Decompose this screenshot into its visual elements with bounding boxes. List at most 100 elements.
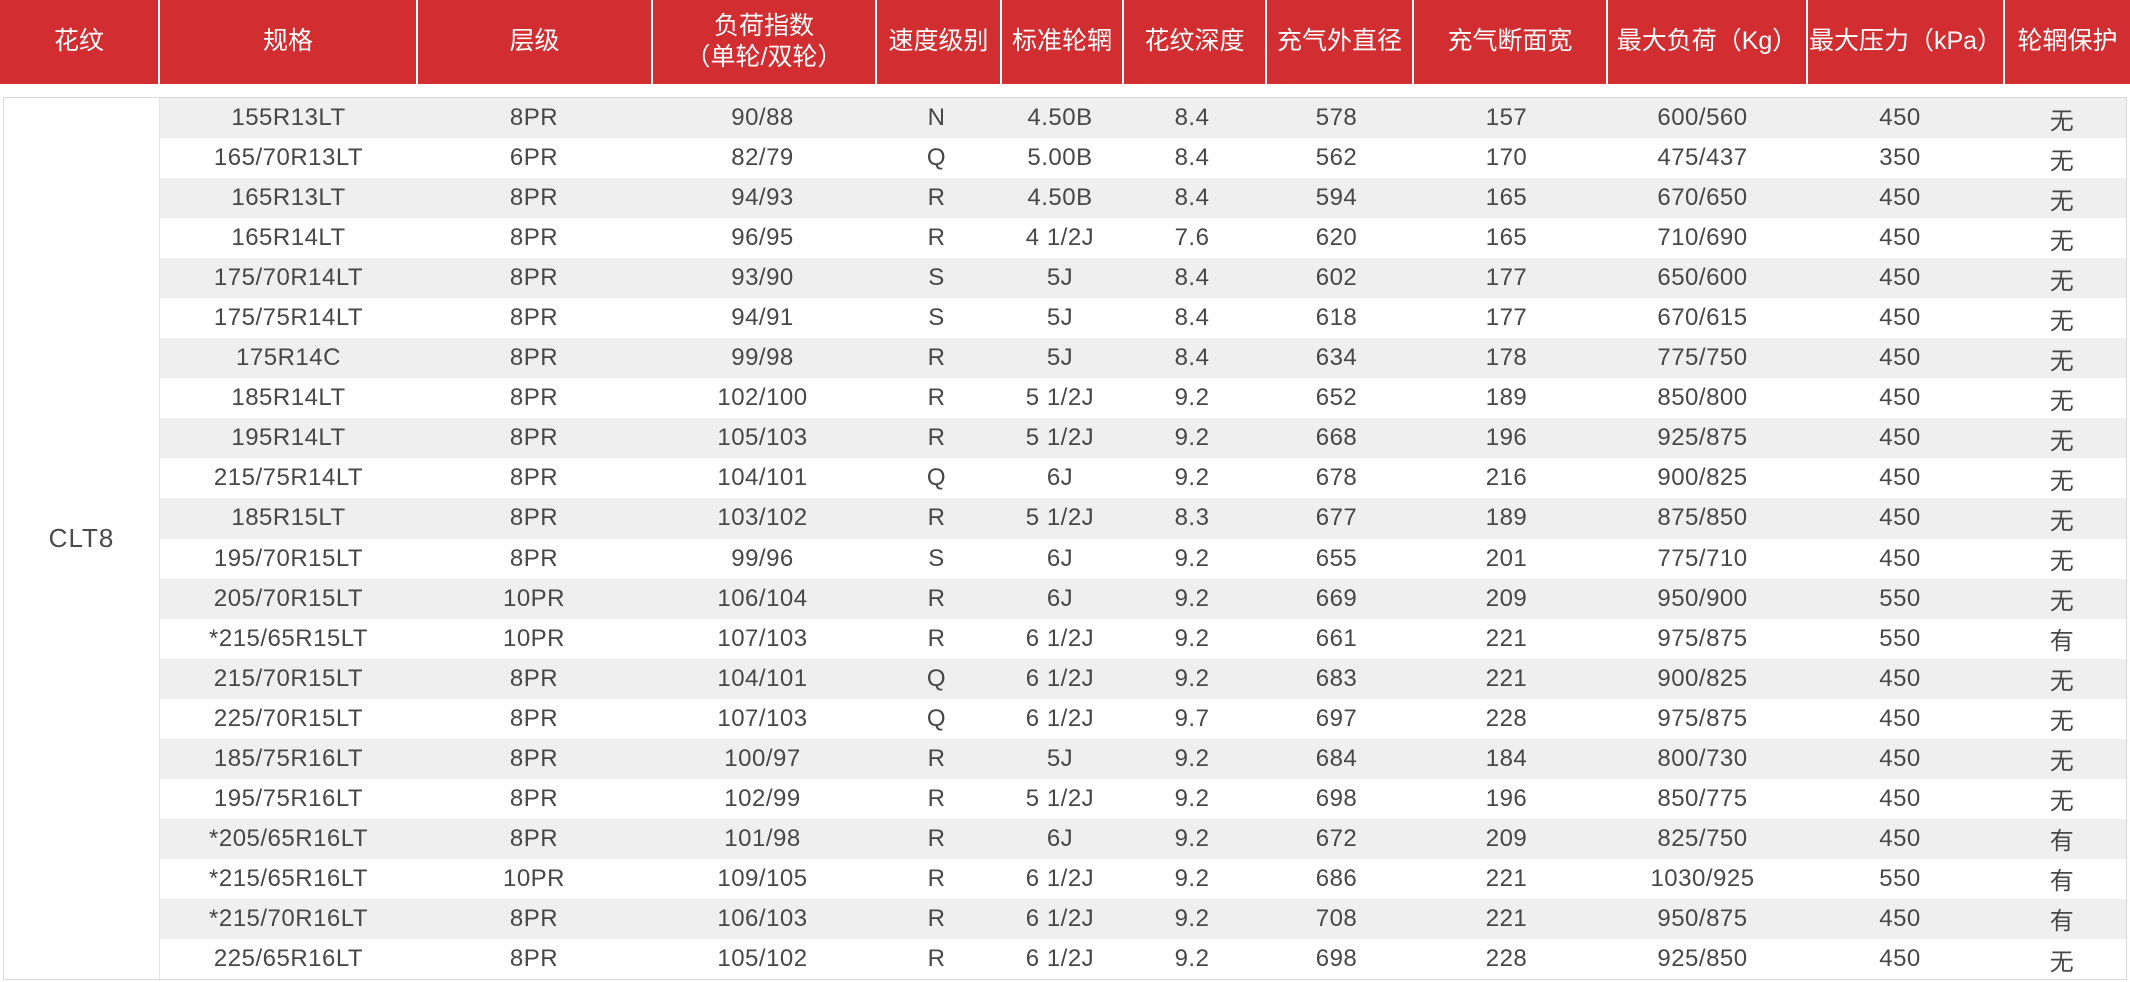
cell-depth: 9.2 xyxy=(1174,744,1210,772)
cell-max_pressure: 550 xyxy=(1879,584,1921,612)
cell-max_pressure: 450 xyxy=(1879,304,1921,332)
cell-spec: *215/70R16LT xyxy=(209,904,368,932)
cell-spec: 175R14C xyxy=(236,344,341,372)
cell-diameter: 594 xyxy=(1315,184,1358,212)
table-row: 165/70R13LT 6PR 82/79 Q 5.00B 8.4 562 170 475/43… xyxy=(160,138,2126,179)
cell-rim_protection: 无 xyxy=(2049,548,2075,576)
cell-section_width: 177 xyxy=(1485,304,1528,332)
cell-spec: 215/70R15LT xyxy=(213,664,364,692)
cell-ply: 10PR xyxy=(502,584,566,612)
cell-depth: 9.2 xyxy=(1174,824,1210,852)
cell-spec: 175/75R14LT xyxy=(213,304,364,332)
cell-rim: 6J xyxy=(1046,464,1074,492)
cell-diameter: 698 xyxy=(1315,784,1358,812)
header-ply: 层级 xyxy=(418,0,653,84)
cell-rim_protection: 无 xyxy=(2049,588,2075,616)
cell-spec: 225/65R16LT xyxy=(213,945,364,972)
cell-diameter: 578 xyxy=(1315,104,1358,132)
cell-max_load: 710/690 xyxy=(1657,224,1748,252)
cell-depth: 9.2 xyxy=(1174,584,1210,612)
cell-speed: R xyxy=(927,184,946,212)
cell-ply: 8PR xyxy=(509,744,559,772)
cell-spec: 195R14LT xyxy=(231,424,346,452)
cell-diameter: 661 xyxy=(1315,624,1358,652)
cell-load_index: 109/105 xyxy=(717,864,808,892)
cell-max_load: 925/850 xyxy=(1657,945,1748,972)
cell-rim_protection: 无 xyxy=(2049,227,2075,255)
cell-speed: Q xyxy=(926,704,947,732)
cell-depth: 9.2 xyxy=(1174,864,1210,892)
cell-diameter: 677 xyxy=(1315,504,1358,532)
cell-max_load: 925/875 xyxy=(1657,424,1748,452)
cell-section_width: 165 xyxy=(1485,184,1528,212)
cell-rim: 5J xyxy=(1046,264,1074,292)
cell-speed: S xyxy=(928,264,945,292)
cell-ply: 8PR xyxy=(509,544,559,572)
cell-speed: R xyxy=(927,784,946,812)
cell-load_index: 102/100 xyxy=(717,384,808,412)
cell-speed: Q xyxy=(926,464,947,492)
table-row: 175/70R14LT 8PR 93/90 S 5J 8.4 602 177 650/600 45… xyxy=(160,258,2126,299)
cell-ply: 8PR xyxy=(509,945,559,972)
table-row: 175R14C 8PR 99/98 R 5J 8.4 634 178 775/750 450 无 xyxy=(160,338,2126,379)
cell-rim: 6 1/2J xyxy=(1025,704,1095,732)
cell-ply: 8PR xyxy=(509,664,559,692)
cell-max_pressure: 450 xyxy=(1879,424,1921,452)
table-row: 185/75R16LT 8PR 100/97 R 5J 9.2 684 184 800/730 4… xyxy=(160,738,2126,779)
cell-load_index: 106/104 xyxy=(717,584,808,612)
cell-max_load: 850/775 xyxy=(1657,784,1748,812)
cell-speed: R xyxy=(927,824,946,852)
cell-max_load: 600/560 xyxy=(1657,104,1748,132)
cell-load_index: 99/96 xyxy=(731,544,794,572)
cell-spec: 185R14LT xyxy=(231,384,346,412)
cell-ply: 8PR xyxy=(509,464,559,492)
pattern-label: CLT8 xyxy=(48,523,115,553)
table-row: 215/70R15LT 8PR 104/101 Q 6 1/2J 9.2 683 221 900… xyxy=(160,658,2126,699)
cell-max_pressure: 450 xyxy=(1879,344,1921,372)
table-row: *215/65R16LT 10PR 109/105 R 6 1/2J 9.2 686 221 1… xyxy=(160,858,2126,899)
cell-rim: 5J xyxy=(1046,744,1074,772)
cell-spec: 225/70R15LT xyxy=(213,704,364,732)
cell-load_index: 100/97 xyxy=(724,744,801,772)
cell-depth: 9.2 xyxy=(1174,945,1210,972)
header-section-width: 充气断面宽 xyxy=(1414,0,1608,84)
cell-rim: 5J xyxy=(1046,344,1074,372)
header-spec: 规格 xyxy=(160,0,418,84)
cell-spec: 195/70R15LT xyxy=(213,544,364,572)
header-speed: 速度级别 xyxy=(877,0,1002,84)
table-row: 215/75R14LT 8PR 104/101 Q 6J 9.2 678 216 900/825… xyxy=(160,458,2126,499)
cell-section_width: 157 xyxy=(1485,104,1528,132)
cell-load_index: 104/101 xyxy=(717,464,808,492)
cell-rim: 5.00B xyxy=(1027,144,1093,172)
cell-rim_protection: 无 xyxy=(2049,387,2075,415)
table-row: *215/65R15LT 10PR 107/103 R 6 1/2J 9.2 661 221 9… xyxy=(160,618,2126,659)
cell-speed: R xyxy=(927,584,946,612)
cell-speed: R xyxy=(927,744,946,772)
cell-rim_protection: 无 xyxy=(2049,147,2075,175)
cell-rim_protection: 无 xyxy=(2049,467,2075,495)
header-max-pressure: 最大压力（kPa） xyxy=(1808,0,2005,84)
cell-speed: S xyxy=(928,304,945,332)
cell-depth: 9.2 xyxy=(1174,384,1210,412)
cell-section_width: 209 xyxy=(1485,584,1528,612)
cell-rim_protection: 无 xyxy=(2049,307,2075,335)
cell-diameter: 708 xyxy=(1315,904,1358,932)
cell-rim_protection: 无 xyxy=(2049,427,2075,455)
cell-max_load: 775/710 xyxy=(1657,544,1748,572)
cell-depth: 8.4 xyxy=(1174,104,1210,132)
cell-ply: 8PR xyxy=(509,184,559,212)
cell-rim_protection: 无 xyxy=(2049,507,2075,535)
cell-depth: 9.2 xyxy=(1174,464,1210,492)
pattern-cell: CLT8 xyxy=(4,98,160,979)
cell-max_load: 975/875 xyxy=(1657,704,1748,732)
cell-diameter: 618 xyxy=(1315,304,1358,332)
table-header-row: 花纹 规格 层级 负荷指数 （单轮/双轮） 速度级别 标准轮辋 花纹深度 充气外… xyxy=(0,0,2130,84)
header-rim: 标准轮辋 xyxy=(1002,0,1124,84)
cell-ply: 8PR xyxy=(509,384,559,412)
cell-rim_protection: 无 xyxy=(2049,748,2075,776)
cell-section_width: 221 xyxy=(1485,864,1528,892)
cell-max_pressure: 350 xyxy=(1879,144,1921,172)
cell-spec: 155R13LT xyxy=(231,104,346,132)
cell-section_width: 216 xyxy=(1485,464,1528,492)
cell-max_load: 900/825 xyxy=(1657,464,1748,492)
